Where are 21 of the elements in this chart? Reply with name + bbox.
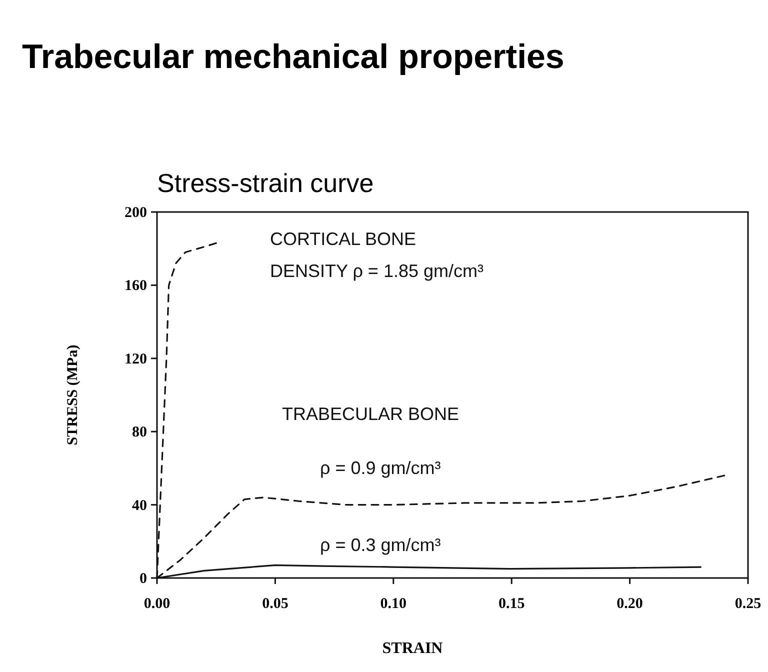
- x-tick-label: 0.15: [498, 596, 525, 612]
- x-axis-title: STRAIN: [382, 640, 444, 657]
- y-tick-label: 40: [132, 498, 147, 514]
- chart-subtitle: Stress-strain curve: [157, 168, 374, 198]
- y-axis-title: STRESS (MPa): [65, 344, 81, 446]
- x-tick-label: 0.00: [144, 596, 170, 612]
- annotation: TRABECULAR BONE: [282, 404, 460, 424]
- y-tick-label: 120: [124, 351, 147, 368]
- annotation: CORTICAL BONE: [270, 229, 416, 249]
- annotation: DENSITY ρ = 1.85 gm/cm³: [270, 261, 484, 281]
- annotation: ρ = 0.9 gm/cm³: [320, 458, 441, 478]
- x-tick-label: 0.10: [380, 596, 407, 612]
- annotation: ρ = 0.3 gm/cm³: [320, 535, 441, 555]
- chart-title: Trabecular mechanical properties: [22, 38, 564, 76]
- x-tick-label: 0.05: [262, 596, 288, 612]
- y-tick-label: 80: [132, 424, 147, 441]
- y-tick-label: 160: [124, 278, 147, 294]
- x-tick-label: 0.25: [734, 596, 762, 612]
- y-tick-label: 0: [140, 571, 147, 587]
- x-tick-label: 0.20: [616, 596, 643, 612]
- y-tick-label: 200: [124, 205, 147, 221]
